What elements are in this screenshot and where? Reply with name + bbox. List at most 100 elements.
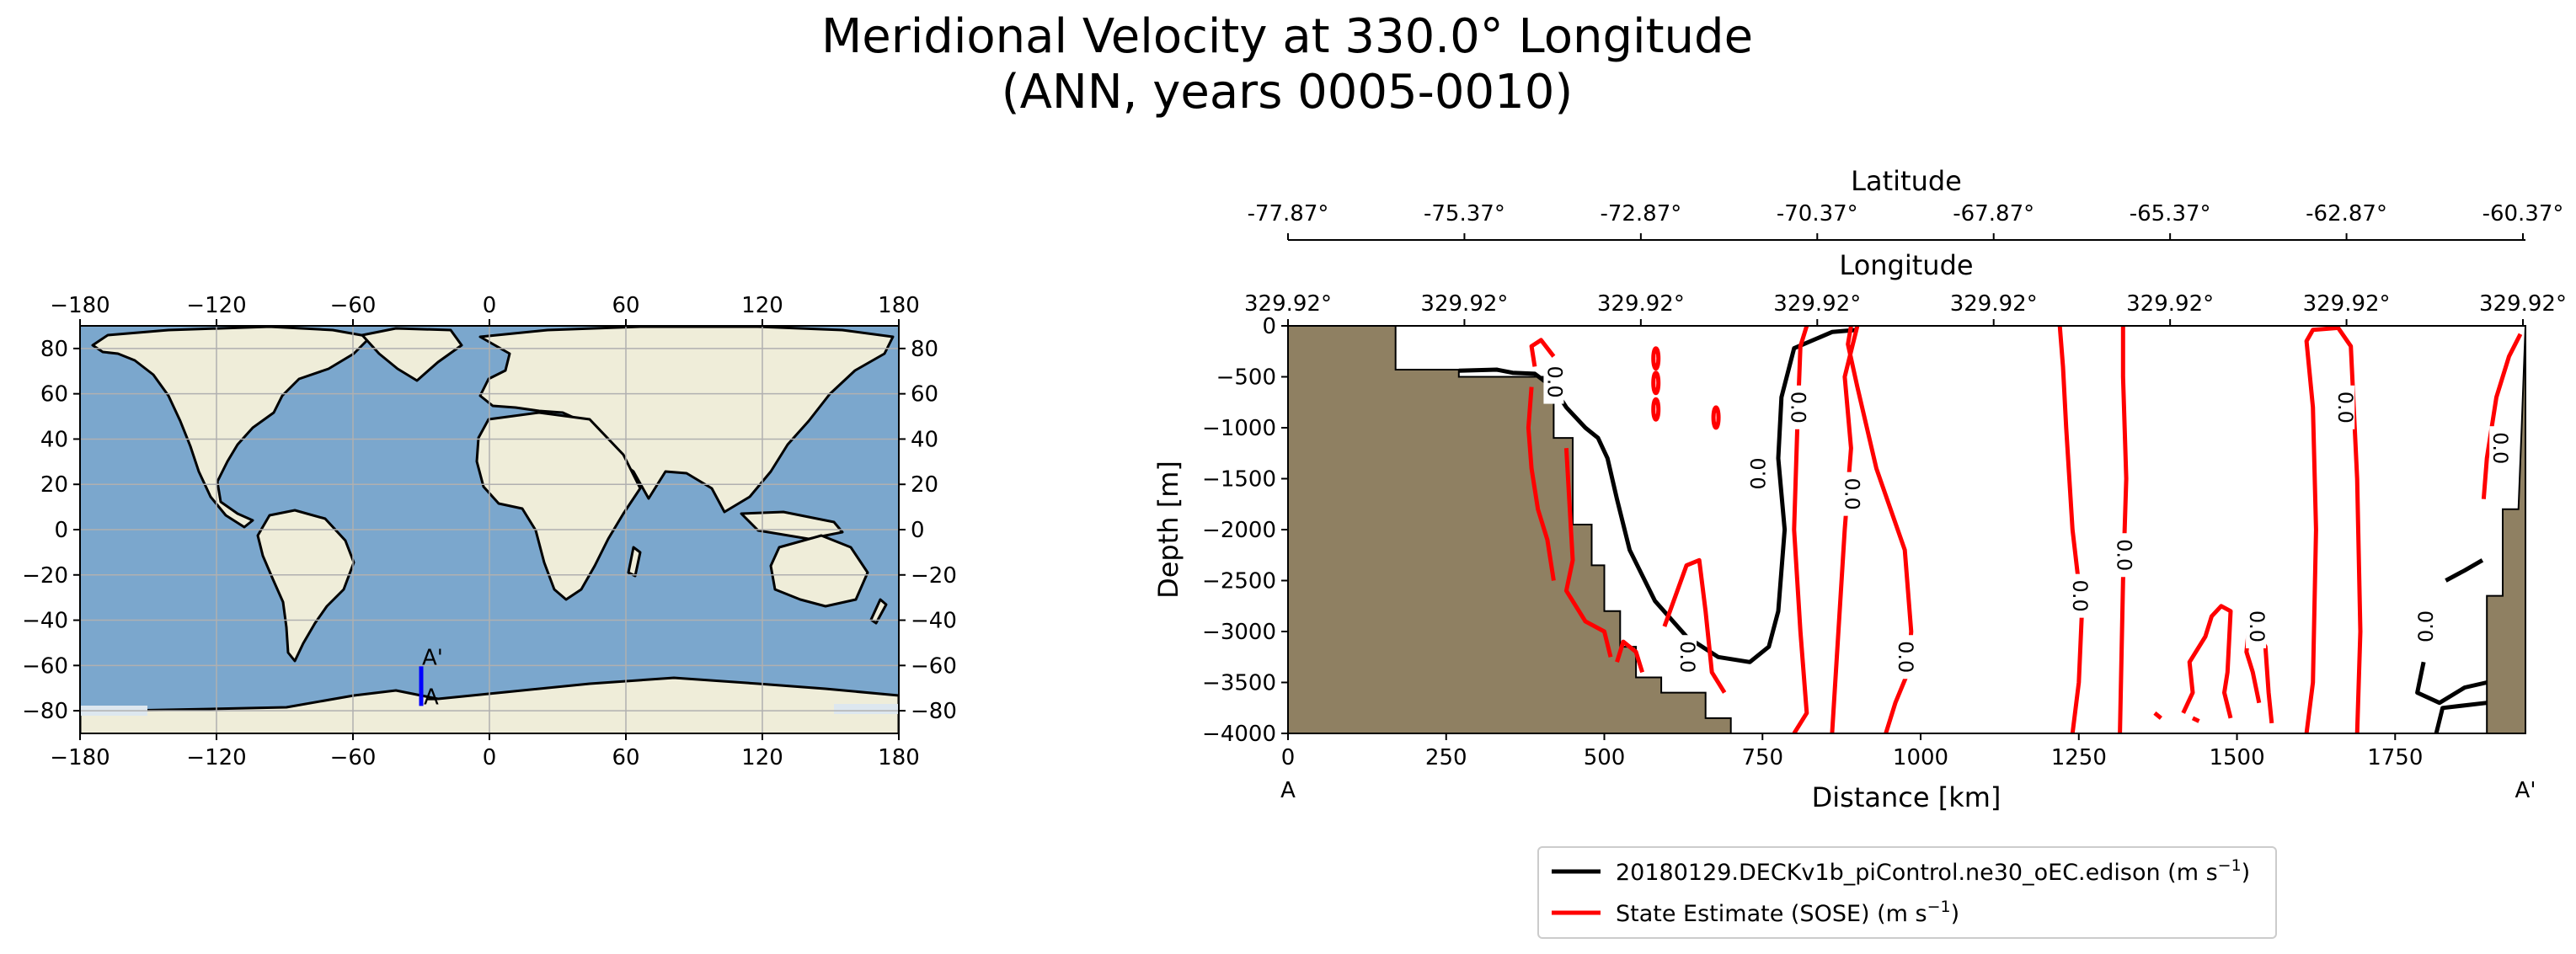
obs-contour-line [1846, 326, 1914, 733]
map-ytick-label-left: −40 [22, 609, 68, 634]
contour-label-bg [2416, 604, 2437, 648]
land-north-america [91, 326, 372, 529]
land-africa [475, 411, 642, 601]
latitude-tick-label: -67.87° [1953, 201, 2034, 227]
model-contour-line [2434, 701, 2488, 733]
contour-label-bg [2489, 426, 2510, 471]
longitude-tick-label: 329.92° [1950, 291, 2038, 317]
y-axis-label: Depth [m] [1152, 461, 1184, 599]
contour-label: 0.0 [2333, 392, 2357, 424]
longitude-tick-label: 329.92° [1773, 291, 1861, 317]
longitude-tick-label: 329.92° [2479, 291, 2567, 317]
latitude-tick-label: -62.87° [2306, 201, 2387, 227]
map-ytick-label-right: −40 [911, 609, 957, 634]
contour-label-bg [1676, 635, 1697, 680]
contour-label-bg [2334, 385, 2355, 429]
section-ytick-label: −2000 [1202, 518, 1276, 543]
contour-label-bg [2068, 573, 2089, 618]
bathymetry-left [1288, 326, 1732, 733]
obs-contour-line [2153, 711, 2162, 720]
land-madagascar [627, 546, 642, 578]
model-contour-line [2445, 558, 2484, 583]
map-grid [80, 326, 899, 733]
figure-title-line1: Meridional Velocity at 330.0° Longitude [821, 9, 1753, 64]
obs-contour-line [1615, 639, 1644, 674]
contour-label: 0.0 [1894, 641, 1917, 673]
contour-label: 0.0 [2414, 610, 2438, 642]
section-ytick-label: 0 [1262, 314, 1276, 339]
contour-label: 0.0 [1787, 392, 1810, 424]
obs-contour-line [1662, 557, 1727, 694]
map-ytick-label-right: −20 [911, 563, 957, 589]
sea-ice-right [834, 704, 899, 714]
legend-label-model: 20180129.DECKv1b_piControl.ne30_oEC.edis… [1616, 856, 2250, 886]
contour-label-bg [1841, 472, 1862, 516]
contour-label-bg [2246, 604, 2267, 648]
bathymetry [1288, 326, 2525, 733]
map-xtick-label-bottom: −120 [186, 745, 246, 770]
section-xtick-label: 500 [1584, 745, 1626, 770]
map-panel: −180 −180 −120 −120 −60 −60 0 0 60 60 120 120 180 180… [22, 293, 957, 770]
obs-contour-line [2118, 326, 2129, 733]
map-ytick-label-left: 20 [40, 472, 68, 498]
legend-box [1537, 846, 2277, 939]
bathymetry-right [2486, 326, 2525, 733]
map-ytick-label-left: 0 [54, 518, 68, 543]
land-greenland [361, 327, 463, 382]
map-ytick-label-right: 0 [911, 518, 925, 543]
contour-label-bg [1543, 360, 1564, 404]
section-xtick-label: 1000 [1893, 745, 1948, 770]
contour-label: 0.0 [2068, 580, 2092, 612]
section-xtick-label: 0 [1281, 745, 1296, 770]
section-ytick-label: −3500 [1202, 671, 1276, 696]
section-ytick-label: −4000 [1202, 722, 1276, 747]
latitude-tick-label: -65.37° [2130, 201, 2211, 227]
obs-contour-line [2181, 604, 2233, 719]
map-xtick-label-top: 180 [878, 293, 920, 318]
section-xtick-label: 1250 [2051, 745, 2107, 770]
land-eurasia [478, 326, 895, 514]
map-ytick-label-right: −80 [911, 699, 957, 724]
obs-contour-line [2057, 326, 2084, 733]
section-xtick-label: 1500 [2209, 745, 2264, 770]
obs-contour-blob [1651, 397, 1661, 422]
map-ytick-label-left: −20 [22, 563, 68, 589]
map-xtick-label-top: 60 [612, 293, 639, 318]
map-xtick-label-bottom: 60 [612, 745, 639, 770]
obs-contour-blob [1651, 346, 1661, 371]
map-ytick-label-right: −60 [911, 653, 957, 679]
map-xtick-label-top: 120 [741, 293, 783, 318]
obs-contour-line [1792, 326, 1809, 733]
section-y-ticks: 0 −500 −1000 −1500 −2000 −2500 −3000 −3500 −4000 [1202, 314, 1288, 747]
section-ytick-label: −2500 [1202, 569, 1276, 594]
latitude-ticks: -77.87° -75.37° -72.87° -70.37° -67.87° -65.3… [1248, 201, 2564, 240]
contour-label: 0.0 [1747, 457, 1771, 489]
obs-contour-line [1563, 448, 1613, 658]
map-xtick-label-bottom: 180 [878, 745, 920, 770]
longitude-axis-label: Longitude [1839, 249, 1973, 281]
contour-label-bg [2113, 533, 2134, 578]
map-xtick-label-bottom: −180 [50, 745, 110, 770]
longitude-tick-label: 329.92° [1420, 291, 1508, 317]
latitude-tick-label: -70.37° [1777, 201, 1858, 227]
contour-label-bg [1787, 385, 1808, 429]
contour-label: 0.0 [1840, 478, 1863, 510]
contour-label: 0.0 [2112, 539, 2135, 571]
section-ytick-label: −1000 [1202, 416, 1276, 441]
longitude-tick-label: 329.92° [2303, 291, 2391, 317]
section-ytick-label: −3000 [1202, 620, 1276, 645]
contour-label-bg [1749, 451, 1770, 496]
map-ytick-label-left: 80 [40, 337, 68, 362]
obs-contour-blob [1711, 405, 1721, 430]
map-xtick-label-top: −180 [50, 293, 110, 318]
map-ytick-label-left: 60 [40, 382, 68, 408]
latitude-tick-label: -72.87° [1600, 201, 1681, 227]
latitude-tick-label: -60.37° [2482, 201, 2564, 227]
map-xtick-label-bottom: −60 [330, 745, 377, 770]
obs-contour-line [1529, 338, 1556, 367]
figure-title-line2: (ANN, years 0005-0010) [1002, 65, 1574, 120]
contour-label: 0.0 [2245, 610, 2269, 642]
land-australia [769, 534, 869, 608]
obs-contour-line [2304, 326, 2363, 733]
